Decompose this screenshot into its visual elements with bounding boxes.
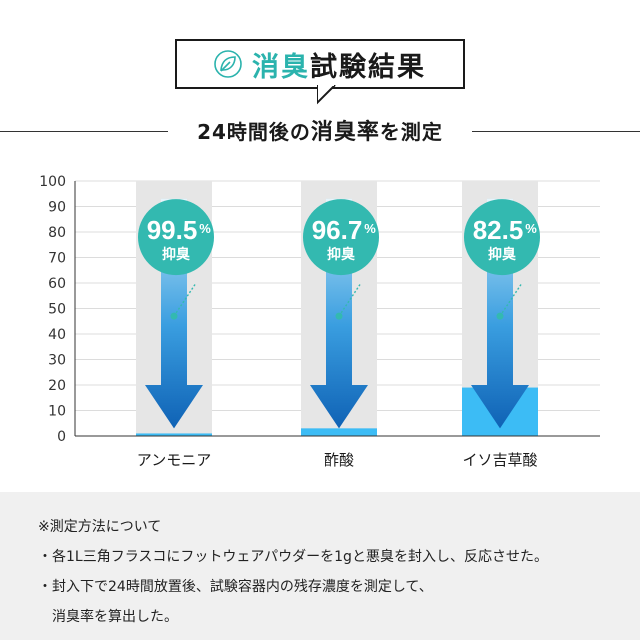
bar (136, 433, 212, 436)
notes-line: ・封入下で24時間放置後、試験容器内の残存濃度を測定して、 (38, 579, 433, 595)
badge-caption: 抑臭 (488, 246, 517, 263)
subtitle: 24時間後の消臭率を測定 (191, 114, 449, 146)
badge-value: 99.5 (147, 215, 198, 245)
subtitle-row: 24時間後の消臭率を測定 (0, 114, 640, 146)
badge-dot (170, 312, 178, 320)
y-tick-label: 100 (39, 174, 66, 190)
y-tick-label: 50 (48, 302, 66, 318)
y-tick-label: 60 (48, 276, 66, 292)
reduction-badge (464, 199, 540, 276)
notes-heading: ※測定方法について (38, 519, 162, 535)
speech-tail (317, 85, 336, 105)
y-tick-label: 0 (57, 429, 66, 445)
badge-unit: % (525, 221, 537, 236)
badge-connector (338, 282, 362, 317)
reduction-badge (138, 199, 214, 276)
page-title: 消臭試験結果 (252, 51, 426, 83)
y-tick-label: 70 (48, 251, 66, 267)
badge-caption: 抑臭 (162, 246, 191, 263)
badge-unit: % (364, 221, 376, 236)
x-tick-label: アンモニア (137, 451, 211, 469)
badge-value: 96.7 (312, 215, 363, 245)
badge-connector (173, 282, 197, 317)
y-tick-label: 10 (48, 404, 66, 420)
y-tick-label: 30 (48, 353, 66, 369)
y-tick-label: 80 (48, 225, 66, 241)
x-tick-label: イソ吉草酸 (462, 451, 537, 469)
notes-panel: ※測定方法について ・各1L三角フラスコにフットウェアパウダーを1gと悪臭を封入… (0, 492, 640, 640)
badge-dot (496, 312, 504, 320)
leaf-icon (214, 50, 242, 78)
badge-unit: % (199, 221, 211, 236)
divider-right (472, 131, 640, 132)
notes-line: 消臭率を算出した。 (38, 609, 178, 625)
bar (301, 428, 377, 436)
divider-left (0, 131, 168, 132)
badge-caption: 抑臭 (327, 246, 356, 263)
y-tick-label: 40 (48, 327, 66, 343)
badge-value: 82.5 (473, 215, 524, 245)
badge-connector (499, 282, 523, 317)
badge-dot (335, 312, 343, 320)
reduction-badge (303, 199, 379, 276)
x-tick-label: 酢酸 (324, 451, 354, 469)
y-tick-label: 90 (48, 200, 66, 216)
notes-line: ・各1L三角フラスコにフットウェアパウダーを1gと悪臭を封入し、反応させた。 (38, 549, 548, 565)
title-box: 消臭試験結果 (175, 39, 465, 105)
y-tick-label: 20 (48, 378, 66, 394)
